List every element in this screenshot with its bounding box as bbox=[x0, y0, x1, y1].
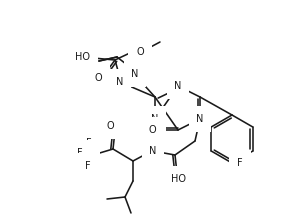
Text: N: N bbox=[196, 114, 204, 124]
Text: N: N bbox=[149, 146, 157, 156]
Text: N: N bbox=[151, 114, 159, 124]
Text: F: F bbox=[86, 138, 92, 148]
Text: N: N bbox=[116, 77, 124, 87]
Text: N: N bbox=[131, 69, 139, 79]
Text: HO: HO bbox=[170, 174, 185, 184]
Text: HO: HO bbox=[76, 52, 91, 62]
Text: O: O bbox=[148, 125, 156, 135]
Text: F: F bbox=[85, 161, 91, 171]
Text: F: F bbox=[237, 158, 243, 168]
Text: O: O bbox=[94, 73, 102, 83]
Text: F: F bbox=[77, 148, 83, 158]
Text: O: O bbox=[136, 47, 144, 57]
Text: N: N bbox=[174, 81, 182, 91]
Text: O: O bbox=[106, 121, 114, 131]
